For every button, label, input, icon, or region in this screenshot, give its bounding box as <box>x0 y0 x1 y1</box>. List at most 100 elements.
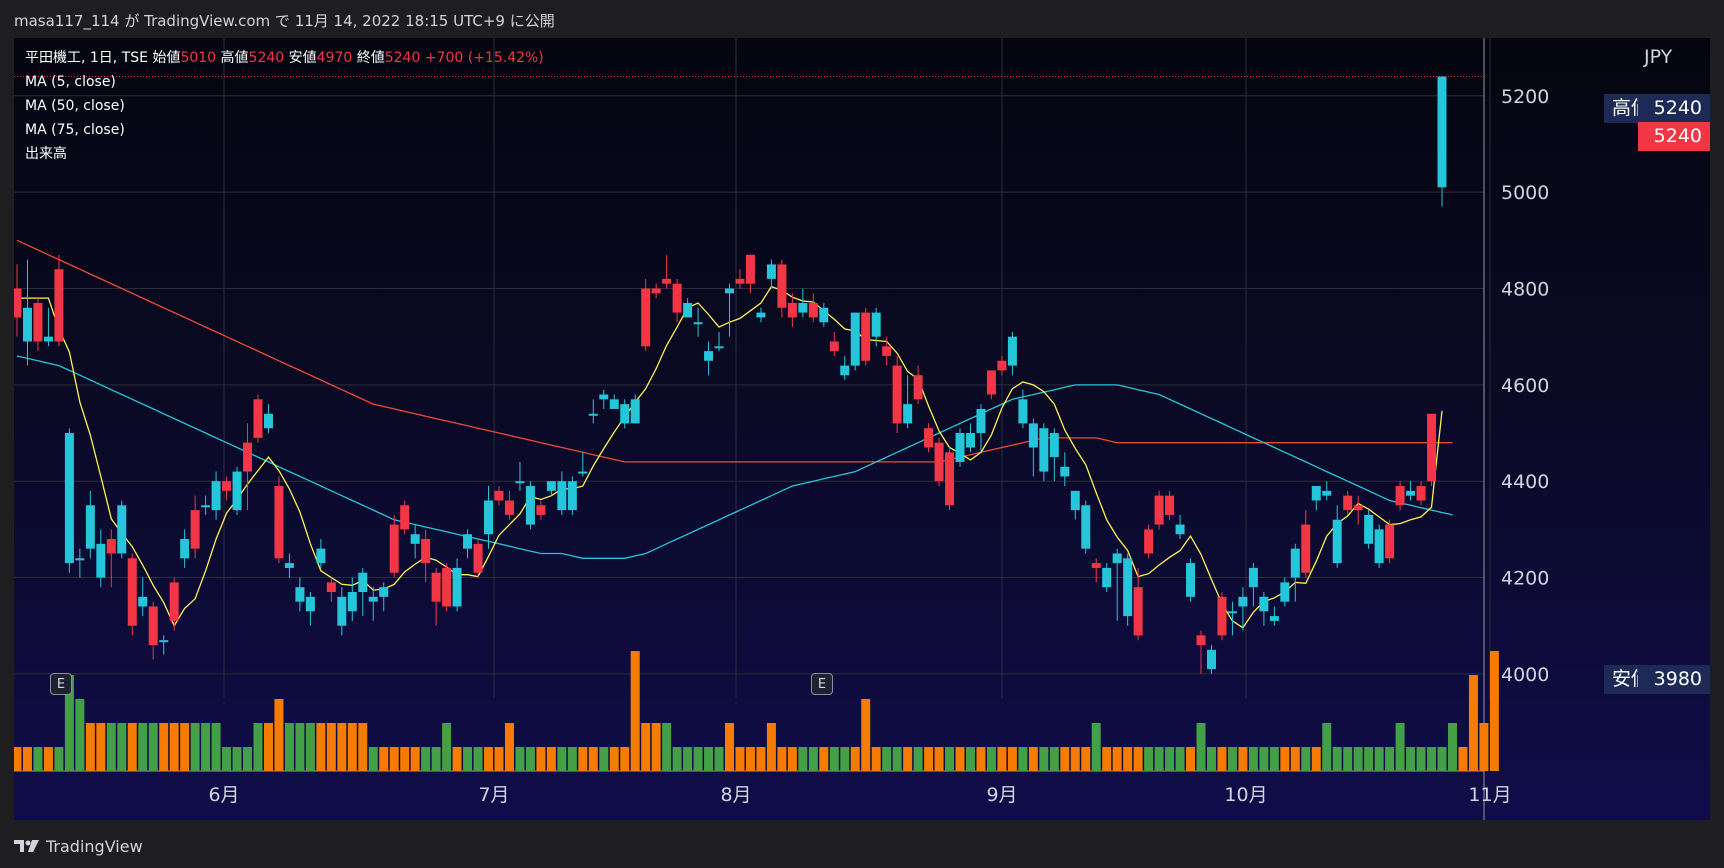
volume-bar <box>274 699 284 771</box>
volume-bar <box>316 723 326 771</box>
candle-body <box>1081 505 1091 549</box>
tradingview-logo-icon <box>14 840 39 852</box>
candle-body <box>965 433 975 448</box>
volume-bar <box>284 723 294 771</box>
volume-bar <box>473 747 483 771</box>
legend-volume[interactable]: 出来高 <box>25 146 67 162</box>
candle-body <box>358 572 368 593</box>
volume-bar <box>1018 747 1028 771</box>
volume-bar <box>222 747 232 771</box>
volume-bar <box>1479 723 1489 771</box>
volume-bar <box>1238 747 1248 771</box>
candle-body <box>557 481 567 511</box>
legend-ma50[interactable]: MA (50, close) <box>25 98 125 114</box>
volume-bar <box>1280 747 1290 771</box>
volume-bar <box>588 747 598 771</box>
candle-body <box>1206 649 1216 670</box>
candle-body <box>1269 616 1279 621</box>
volume-bar <box>1227 747 1237 771</box>
candle-body <box>1049 433 1059 458</box>
change-value: +700 (+15.42%) <box>424 50 544 66</box>
volume-bar <box>211 723 221 771</box>
candle-body <box>672 283 682 313</box>
candle-body <box>504 500 514 515</box>
volume-bar <box>986 747 996 771</box>
volume-bar <box>756 747 766 771</box>
volume-bar <box>1112 747 1122 771</box>
volume-bar <box>1186 747 1196 771</box>
volume-bar <box>965 747 975 771</box>
volume-bar <box>421 747 431 771</box>
candle-body <box>263 413 273 429</box>
volume-bar <box>1154 747 1164 771</box>
volume-bar <box>630 651 640 771</box>
volume-bar <box>1060 747 1070 771</box>
high-tag-value: 5240 <box>1638 94 1710 123</box>
candle-body <box>756 312 766 318</box>
price-tick-label: 5000 <box>1501 182 1549 204</box>
volume-bar <box>787 747 797 771</box>
footer: TradingView <box>14 834 143 858</box>
candle-body <box>421 539 431 564</box>
volume-bar <box>1175 747 1185 771</box>
price-tick-label: 4800 <box>1501 279 1549 301</box>
candle-body <box>305 596 315 612</box>
candle-body <box>735 278 745 284</box>
candlestick-chart[interactable]: 4000 4200 4400 4600 4800 5000 5200 6月 7月 8月 9月 10月 1… <box>14 38 1710 820</box>
candle-body <box>211 481 221 511</box>
volume-bar <box>1102 747 1112 771</box>
legend-ma5[interactable]: MA (5, close) <box>25 74 116 90</box>
candle-body <box>766 264 776 279</box>
volume-bar <box>955 747 965 771</box>
volume-bar <box>1406 747 1416 771</box>
candle-body <box>986 370 996 395</box>
earnings-marker[interactable]: E <box>50 673 72 695</box>
volume-bar <box>358 723 368 771</box>
candle-body <box>148 606 158 646</box>
candle-body <box>452 567 462 607</box>
high-value: 5240 <box>248 50 285 66</box>
candle-body <box>159 640 169 643</box>
volume-bar <box>672 747 682 771</box>
candle-body <box>326 582 336 593</box>
candle-body <box>201 505 211 508</box>
volume-bar <box>924 747 934 771</box>
legend-ma75[interactable]: MA (75, close) <box>25 122 125 138</box>
candle-body <box>714 346 724 349</box>
candle-body <box>578 471 588 474</box>
volume-bar <box>892 747 902 771</box>
earnings-marker[interactable]: E <box>811 673 833 695</box>
symbol-label: 平田機工, 1日, TSE <box>25 50 148 66</box>
candle-body <box>232 471 242 511</box>
candle-body <box>725 288 734 294</box>
open-value: 5010 <box>180 50 217 66</box>
candle-body <box>620 404 630 424</box>
volume-bar <box>1468 675 1478 771</box>
candle-body <box>1133 587 1143 636</box>
candle-body <box>1427 413 1437 482</box>
volume-bar <box>1395 723 1405 771</box>
candle-body <box>787 302 797 318</box>
candle-body <box>410 534 420 544</box>
chart-legend: 平田機工, 1日, TSE 始値5010 高値5240 安値4970 終値524… <box>25 46 544 166</box>
chart-frame[interactable]: 4000 4200 4400 4600 4800 5000 5200 6月 7月 8月 9月 10月 1… <box>14 38 1710 820</box>
candle-body <box>442 567 452 607</box>
high-label: 高値 <box>220 50 249 66</box>
candle-body <box>997 360 1007 371</box>
candle-body <box>693 322 703 325</box>
volume-bar <box>546 747 556 771</box>
volume-bar <box>484 747 494 771</box>
volume-bar <box>504 723 514 771</box>
candle-body <box>808 302 818 318</box>
volume-bar <box>945 747 955 771</box>
ohlc-row: 平田機工, 1日, TSE 始値5010 高値5240 安値4970 終値524… <box>25 46 544 70</box>
volume-bar <box>33 747 43 771</box>
candle-body <box>1060 466 1070 477</box>
close-label: 終値 <box>356 50 385 66</box>
low-value: 4970 <box>316 50 353 66</box>
volume-bar <box>400 747 410 771</box>
currency-label[interactable]: JPY <box>1644 46 1673 68</box>
volume-bar <box>882 747 892 771</box>
volume-bar <box>1165 747 1175 771</box>
volume-bar <box>463 747 473 771</box>
